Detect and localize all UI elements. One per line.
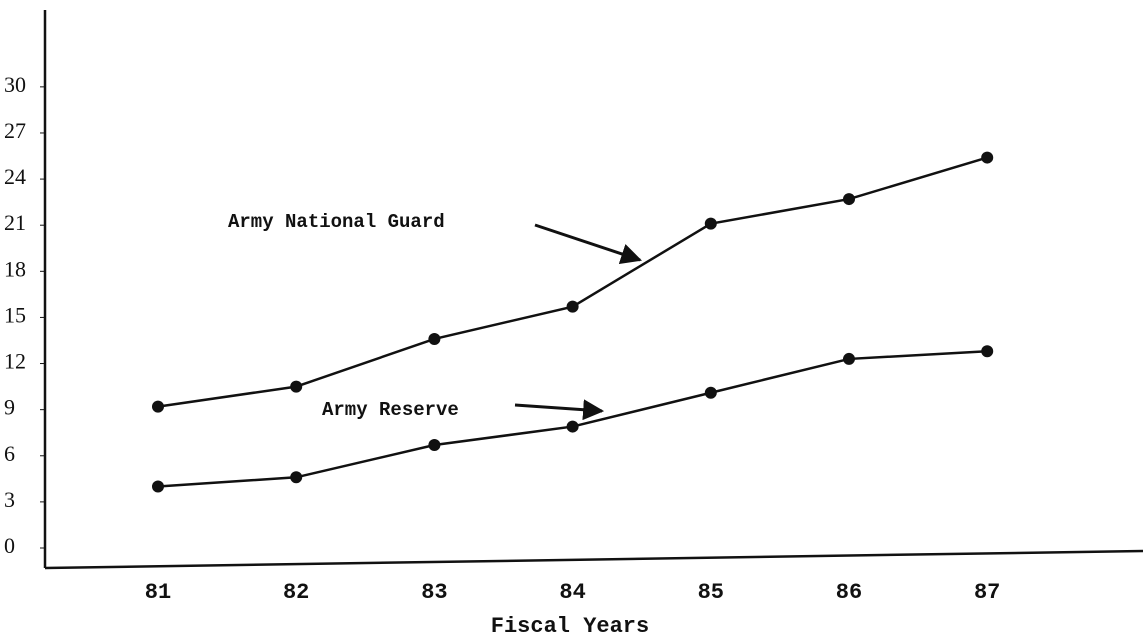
data-point	[152, 400, 164, 413]
y-tick-label: 15	[4, 302, 26, 327]
x-tick-label: 82	[283, 580, 309, 605]
x-axis	[44, 549, 1143, 570]
x-tick-label: 86	[836, 580, 862, 605]
y-tick-label: 30	[4, 72, 26, 97]
data-point	[843, 352, 855, 365]
series-label: Army Reserve	[322, 399, 459, 421]
y-tick-label: 18	[4, 256, 26, 281]
x-axis-label: Fiscal Years	[491, 614, 649, 639]
data-point	[428, 439, 441, 452]
series-line	[157, 156, 988, 408]
data-point	[981, 345, 994, 358]
annotation-arrow	[534, 223, 642, 264]
y-tick-label: 24	[4, 164, 26, 189]
x-tick-label: 87	[974, 580, 1000, 605]
data-point	[843, 193, 855, 206]
annotation-arrow	[514, 399, 605, 421]
data-point	[290, 380, 303, 393]
x-tick-label: 81	[145, 580, 171, 605]
y-tick-label: 9	[4, 395, 15, 420]
series-label: Army National Guard	[228, 211, 445, 233]
y-tick-label: 3	[4, 487, 15, 512]
data-point	[152, 480, 164, 493]
data-point	[704, 217, 717, 230]
x-tick-label: 85	[698, 580, 724, 605]
y-tick-label: 12	[4, 349, 26, 374]
data-point	[704, 386, 717, 399]
y-tick-label: 0	[4, 533, 15, 558]
x-tick-label: 83	[421, 580, 447, 605]
x-tick-label: 84	[559, 580, 585, 605]
data-point	[290, 471, 303, 484]
data-point	[566, 300, 579, 313]
y-tick-label: 27	[4, 118, 26, 143]
data-point	[566, 420, 579, 433]
y-tick-label: 6	[4, 441, 15, 466]
series-line	[157, 349, 988, 488]
data-point	[428, 332, 441, 345]
data-point	[981, 151, 994, 164]
y-tick-label: 21	[4, 210, 26, 235]
